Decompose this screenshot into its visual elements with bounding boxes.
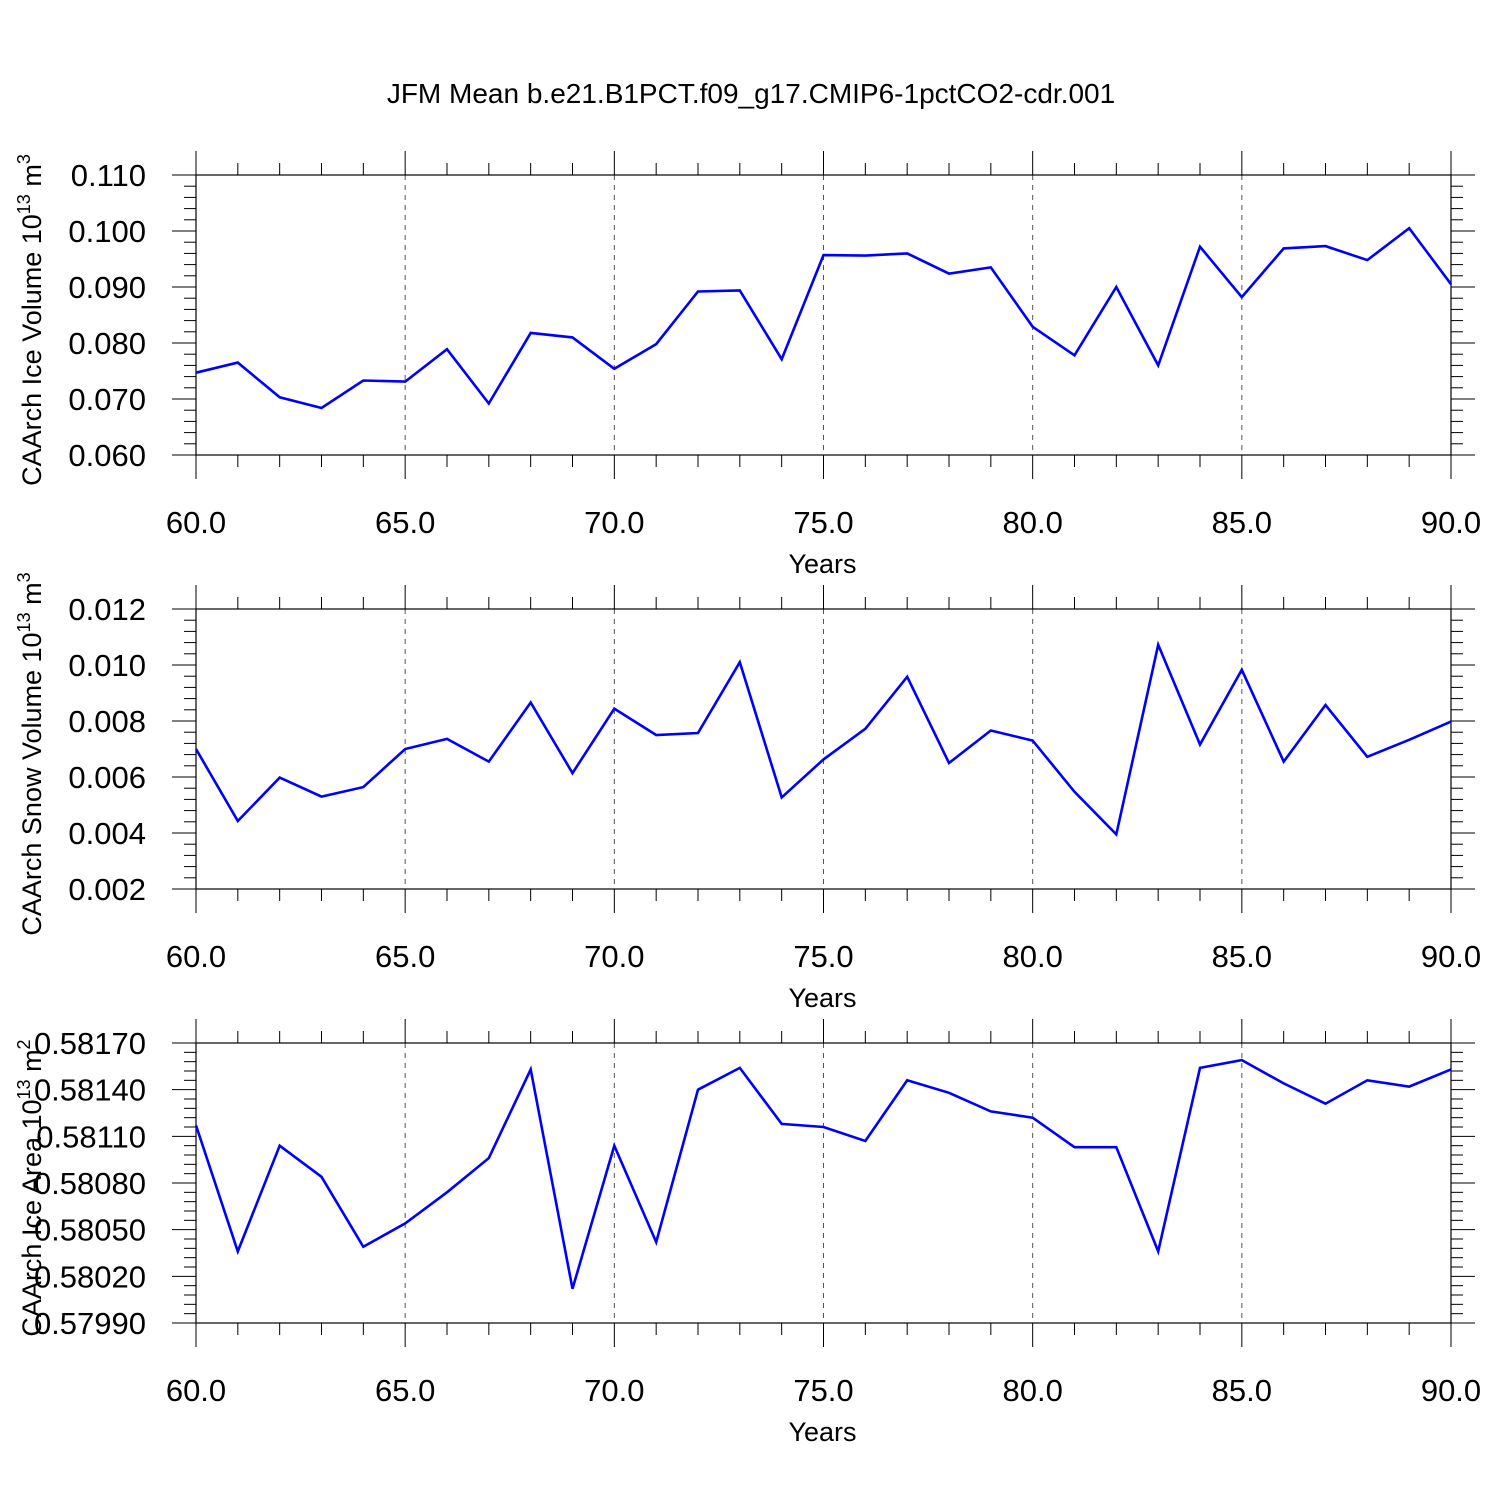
y-tick-label: 0.58140 (34, 1073, 146, 1108)
x-tick-label: 60.0 (166, 505, 226, 540)
y-tick-label: 0.100 (68, 214, 146, 249)
y-axis-title-part: m (17, 582, 47, 612)
x-tick-label: 65.0 (375, 505, 435, 540)
x-tick-label: 80.0 (1002, 1373, 1062, 1408)
y-axis-title-superscript: 13 (14, 194, 34, 214)
ice-area-panel: 60.0 65.0 70.0 75.0 80.0 85.0 90.0 0.57990 0.580… (14, 1019, 1481, 1447)
series-line (194, 640, 1452, 838)
x-tick-label: 85.0 (1212, 505, 1272, 540)
y-axis-title: CAArch Ice Volume 1013 m3 (14, 154, 47, 486)
y-axis-title-superscript: 3 (14, 572, 34, 582)
y-tick-label: 0.060 (68, 438, 146, 473)
y-tick-label: 0.58080 (34, 1166, 146, 1201)
x-tick-label: 60.0 (166, 1373, 226, 1408)
y-axis-title-part: m (17, 1049, 47, 1079)
x-axis-title: Years (788, 1417, 856, 1447)
y-tick-label: 0.006 (68, 760, 146, 795)
y-axis-title: CAArch Ice Area 1013 m2 (14, 1039, 47, 1336)
x-tick-label: 90.0 (1421, 1373, 1481, 1408)
y-axis-title-superscript: 2 (14, 1039, 34, 1049)
y-axis-title-superscript: 3 (14, 154, 34, 164)
x-tick-label: 65.0 (375, 939, 435, 974)
series-line (194, 1058, 1452, 1290)
y-axis-title-part: CAArch Ice Area 10 (17, 1099, 47, 1336)
y-tick-label: 0.58050 (34, 1213, 146, 1248)
y-axis-title-part: m (17, 164, 47, 194)
figure-title: JFM Mean b.e21.B1PCT.f09_g17.CMIP6-1pctC… (387, 78, 1115, 109)
x-tick-label: 75.0 (793, 939, 853, 974)
snow-volume-panel: 60.0 65.0 70.0 75.0 80.0 85.0 90.0 0.002 0.004 0.… (14, 572, 1481, 1013)
x-tick-label: 70.0 (584, 505, 644, 540)
x-axis-title: Years (788, 983, 856, 1013)
x-tick-label: 90.0 (1421, 505, 1481, 540)
x-axis-title: Years (788, 549, 856, 579)
y-tick-label: 0.002 (68, 872, 146, 907)
y-tick-label: 0.004 (68, 816, 146, 851)
x-tick-label: 75.0 (793, 1373, 853, 1408)
y-axis-title-superscript: 13 (14, 612, 34, 632)
y-axis-title-superscript: 13 (14, 1079, 34, 1099)
x-tick-label: 75.0 (793, 505, 853, 540)
y-tick-label: 0.58110 (36, 1119, 146, 1154)
y-tick-label: 0.008 (68, 704, 146, 739)
y-tick-label: 0.090 (68, 270, 146, 305)
x-tick-label: 85.0 (1212, 1373, 1272, 1408)
y-axis-title: CAArch Snow Volume 1013 m3 (14, 572, 47, 935)
x-tick-label: 85.0 (1212, 939, 1272, 974)
y-tick-label: 0.010 (68, 648, 146, 683)
y-tick-label: 0.58020 (34, 1259, 146, 1294)
x-tick-label: 65.0 (375, 1373, 435, 1408)
y-tick-label: 0.012 (68, 592, 146, 627)
series-line (195, 226, 1453, 410)
y-tick-label: 0.080 (68, 326, 146, 361)
x-tick-label: 60.0 (166, 939, 226, 974)
y-axis-title-part: CAArch Snow Volume 10 (17, 632, 47, 935)
y-tick-label: 0.110 (71, 158, 146, 193)
x-tick-label: 80.0 (1002, 505, 1062, 540)
y-tick-label: 0.58170 (34, 1026, 146, 1061)
x-tick-label: 90.0 (1421, 939, 1481, 974)
x-tick-label: 70.0 (584, 1373, 644, 1408)
ice-volume-panel: 60.0 65.0 70.0 75.0 80.0 85.0 90.0 0.060 0.070 0.… (14, 151, 1481, 579)
x-tick-label: 80.0 (1002, 939, 1062, 974)
y-axis-title-part: CAArch Ice Volume 10 (17, 214, 47, 486)
y-tick-label: 0.57990 (34, 1306, 146, 1341)
y-tick-label: 0.070 (68, 382, 146, 417)
x-tick-label: 70.0 (584, 939, 644, 974)
